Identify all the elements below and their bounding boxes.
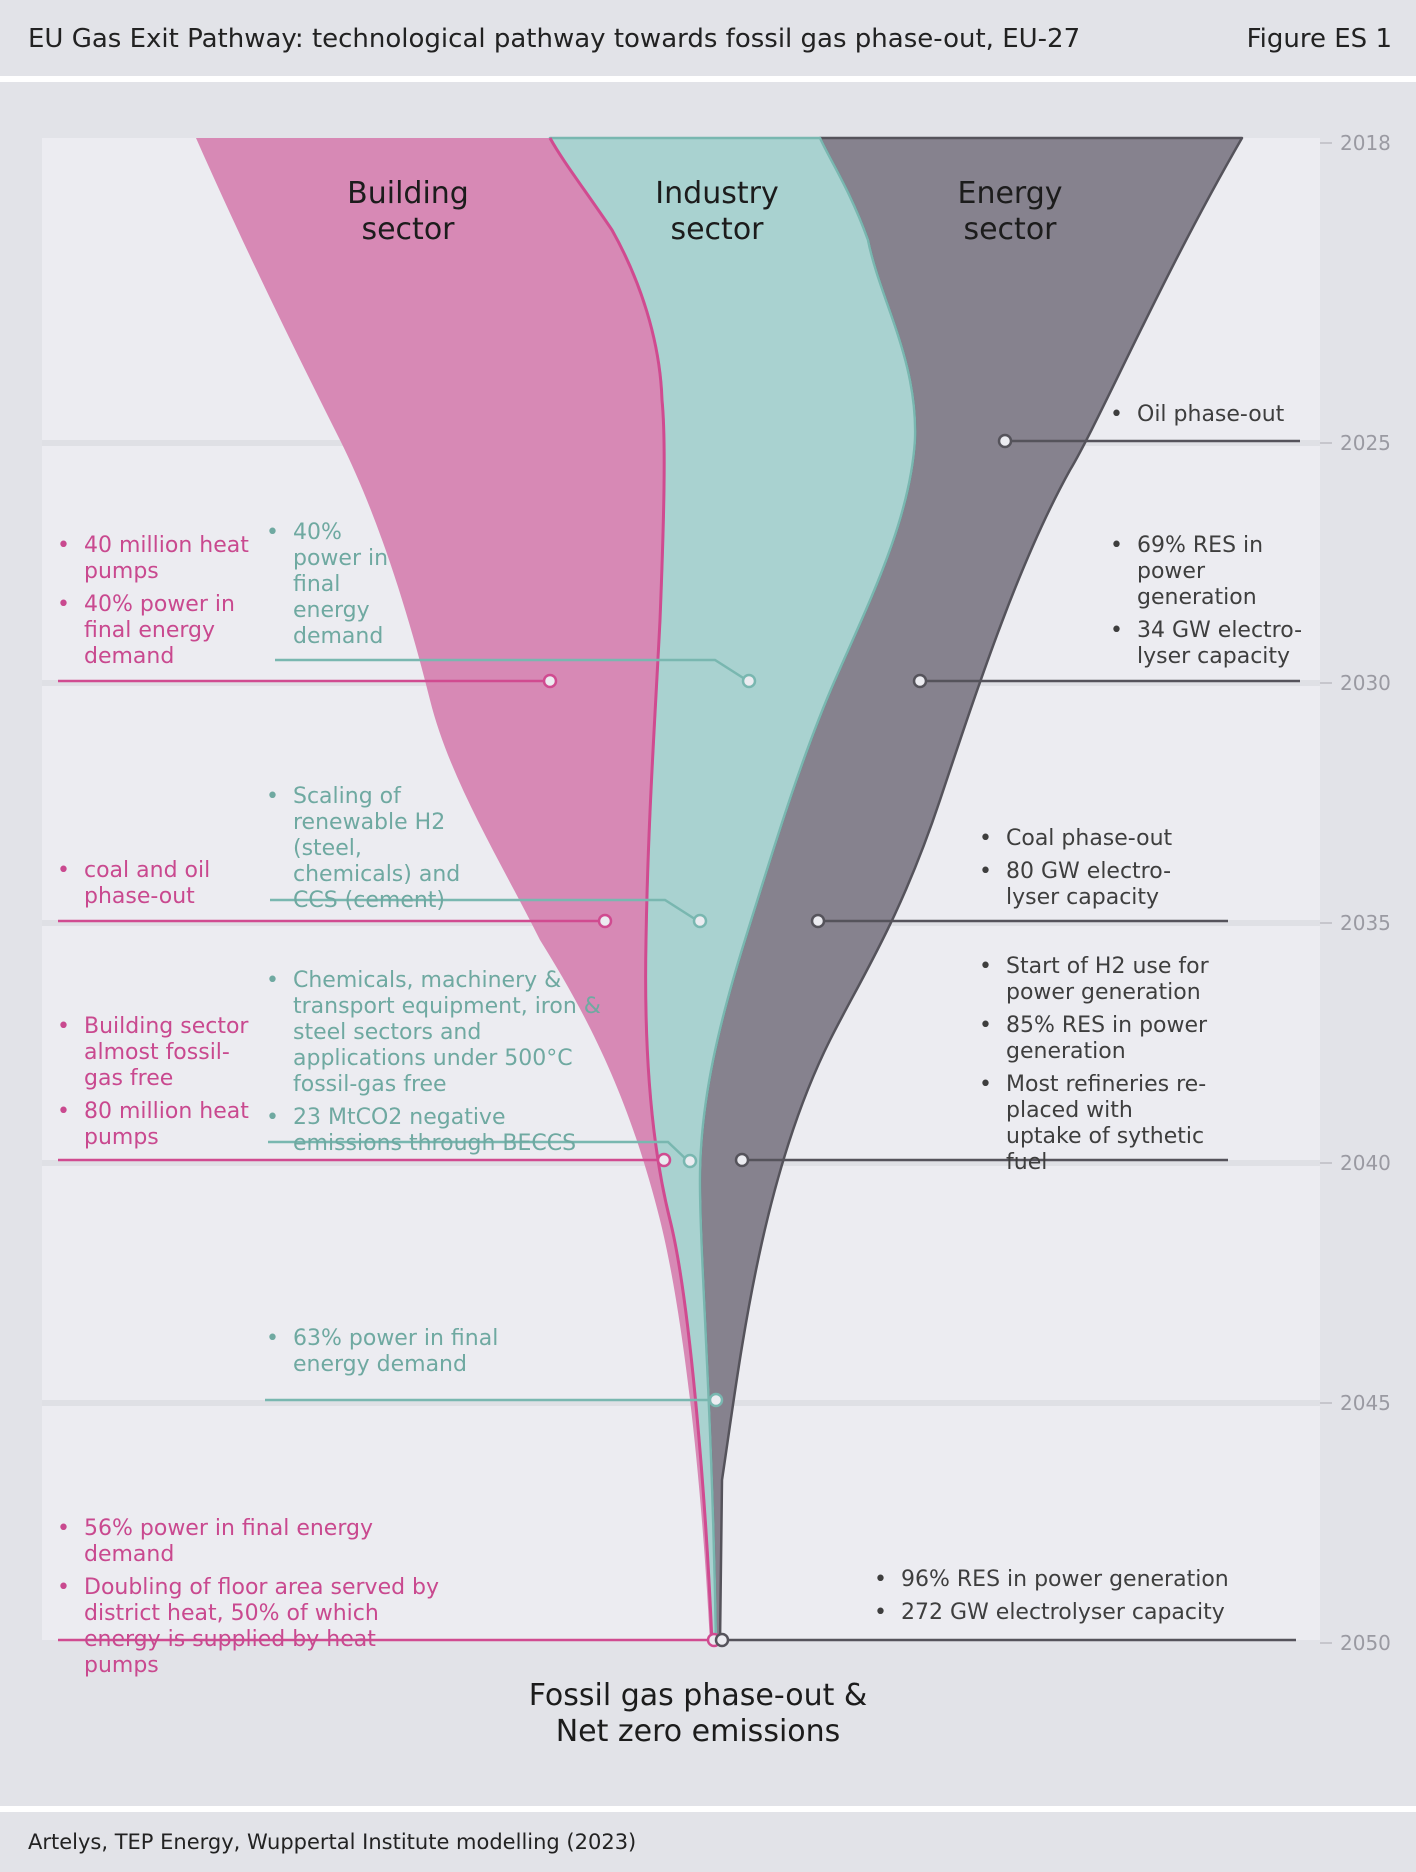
milestone-item: 40% power in final energy demand (57, 592, 262, 670)
milestone-item: 80 GW electro-lyser capacity (979, 859, 1189, 911)
marker-2035-building (597, 913, 613, 929)
marker-2045-industry (708, 1392, 724, 1408)
building-sector-heading-line2: sector (361, 212, 455, 247)
year-ticks (1320, 142, 1332, 1644)
milestone-item: Scaling of renewable H2 (steel, chemical… (266, 784, 481, 914)
milestone-item: Start of H2 use for power generation (979, 954, 1211, 1006)
figure-number: Figure ES 1 (1246, 24, 1392, 54)
marker-2030-industry (741, 673, 757, 689)
year-label-2025: 2025 (1340, 431, 1391, 455)
milestone-item: Chemicals, machinery & transport equipme… (266, 968, 606, 1098)
milestone-item: Building sector almost fossil-gas free (57, 1014, 257, 1092)
marker-2025-energy (997, 433, 1013, 449)
year-label-2045: 2045 (1340, 1391, 1391, 1415)
milestone-2045-industry: 63% power in final energy demand (266, 1326, 506, 1385)
industry-sector-heading-line1: Industry (655, 176, 779, 211)
source-note: Artelys, TEP Energy, Wuppertal Institute… (28, 1830, 637, 1854)
milestone-item: 40 million heat pumps (57, 533, 262, 585)
energy-sector-heading-line2: sector (963, 212, 1057, 247)
milestone-item: 56% power in final energy demand (57, 1516, 457, 1568)
milestone-2050-energy: 96% RES in power generation 272 GW elect… (874, 1567, 1254, 1633)
milestone-2035-industry: Scaling of renewable H2 (steel, chemical… (266, 784, 481, 921)
milestone-item: Most refineries re-placed with uptake of… (979, 1072, 1211, 1176)
figure-header: EU Gas Exit Pathway: technological pathw… (0, 0, 1416, 76)
milestone-item: 272 GW electrolyser capacity (874, 1600, 1254, 1626)
milestone-2035-building: coal and oil phase-out (57, 858, 237, 917)
milestone-item: Doubling of floor area served by distric… (57, 1575, 457, 1679)
year-label-2040: 2040 (1340, 1151, 1391, 1175)
milestone-item: Oil phase-out (1110, 402, 1340, 428)
industry-sector-heading: Industry sector (597, 176, 837, 248)
energy-sector-heading: Energy sector (890, 176, 1130, 248)
year-label-2030: 2030 (1340, 671, 1391, 695)
marker-2030-energy (912, 673, 928, 689)
milestone-2050-building: 56% power in final energy demand Doublin… (57, 1516, 457, 1686)
building-sector-band (196, 138, 712, 1643)
marker-2035-industry (692, 913, 708, 929)
milestone-item: 40% power in final energy demand (266, 520, 416, 650)
marker-2030-building (542, 673, 558, 689)
industry-sector-heading-line2: sector (670, 212, 764, 247)
milestone-2040-industry: Chemicals, machinery & transport equipme… (266, 968, 606, 1164)
milestone-2025-energy: Oil phase-out (1110, 402, 1340, 435)
milestone-item: 34 GW electro-lyser capacity (1110, 618, 1315, 670)
milestone-2040-building: Building sector almost fossil-gas free 8… (57, 1014, 257, 1158)
milestone-2030-building: 40 million heat pumps 40% power in final… (57, 533, 262, 677)
milestone-2040-energy: Start of H2 use for power generation 85%… (979, 954, 1211, 1183)
phase-out-conclusion: Fossil gas phase-out & Net zero emission… (480, 1678, 916, 1750)
marker-2040-energy (734, 1152, 750, 1168)
milestone-item: Coal phase-out (979, 826, 1189, 852)
header-divider (0, 76, 1416, 82)
year-label-2035: 2035 (1340, 911, 1391, 935)
gridline-2045 (42, 1400, 1320, 1406)
building-sector-heading-line1: Building (347, 176, 469, 211)
energy-sector-heading-line1: Energy (957, 176, 1063, 211)
marker-2040-building (656, 1152, 672, 1168)
building-sector-edge (548, 137, 714, 1644)
milestone-item: coal and oil phase-out (57, 858, 237, 910)
year-label-2050: 2050 (1340, 1631, 1391, 1655)
marker-2040-industry (682, 1153, 698, 1169)
connector-2030-industry (275, 658, 749, 683)
milestone-item: 85% RES in power generation (979, 1013, 1211, 1065)
figure-title: EU Gas Exit Pathway: technological pathw… (28, 24, 1081, 54)
milestone-item: 69% RES in power generation (1110, 533, 1315, 611)
year-label-2018: 2018 (1340, 131, 1391, 155)
milestone-item: 80 million heat pumps (57, 1099, 257, 1151)
marker-2050-energy (714, 1632, 730, 1648)
milestone-item: 63% power in final energy demand (266, 1326, 506, 1378)
phase-out-conclusion-line1: Fossil gas phase-out & (528, 1678, 868, 1713)
figure-footer: Artelys, TEP Energy, Wuppertal Institute… (0, 1812, 1416, 1872)
milestone-2030-energy: 69% RES in power generation 34 GW electr… (1110, 533, 1315, 677)
phase-out-conclusion-line2: Net zero emissions (555, 1714, 841, 1749)
milestone-2035-energy: Coal phase-out 80 GW electro-lyser capac… (979, 826, 1189, 918)
milestone-2030-industry: 40% power in final energy demand (266, 520, 416, 657)
building-sector-heading: Building sector (288, 176, 528, 248)
footer-divider (0, 1806, 1416, 1812)
milestone-item: 96% RES in power generation (874, 1567, 1254, 1593)
marker-2035-energy (810, 913, 826, 929)
milestone-item: 23 MtCO2 negative emissions through BECC… (266, 1105, 606, 1157)
